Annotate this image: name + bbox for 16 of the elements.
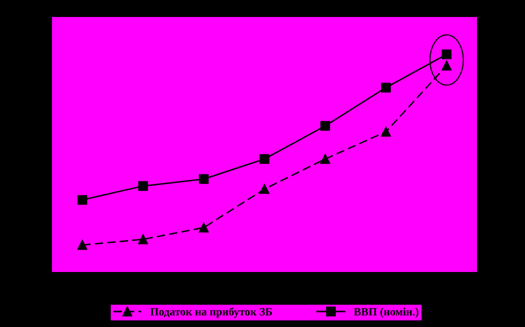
point <box>77 195 88 205</box>
point <box>442 49 452 60</box>
legend-label: ВВП (номін.) <box>354 308 418 318</box>
point <box>320 121 330 131</box>
point <box>320 154 330 164</box>
point <box>198 222 209 232</box>
point <box>138 234 148 244</box>
point <box>381 126 391 137</box>
point <box>260 184 270 194</box>
point <box>381 82 391 92</box>
point <box>138 181 148 191</box>
point <box>442 60 452 70</box>
point <box>198 174 209 184</box>
point <box>260 154 270 164</box>
point <box>77 240 88 250</box>
legend-label: Податок на прибуток ЗБ <box>150 307 272 318</box>
